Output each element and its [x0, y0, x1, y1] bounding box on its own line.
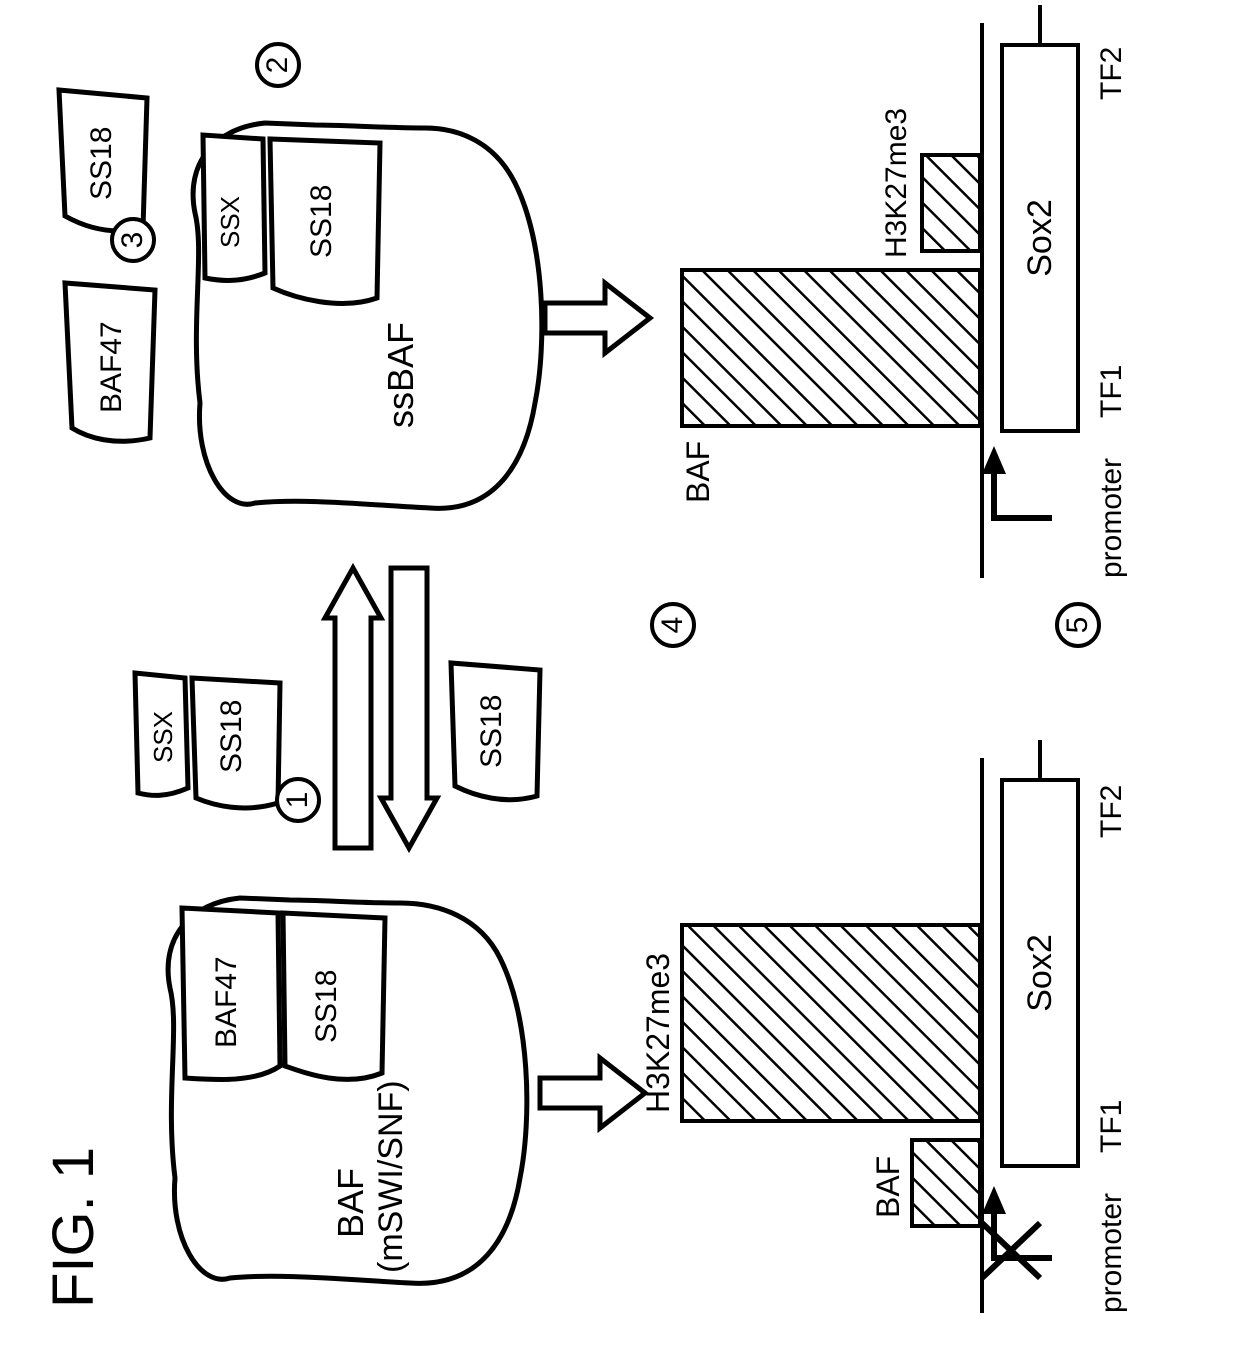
baf-left-ss18: SS18	[310, 970, 344, 1043]
right-h3k-label: H3K27me3	[880, 108, 914, 258]
figure-title: FIG. 1	[40, 1147, 107, 1308]
float-ssx: SSX	[148, 711, 179, 763]
baf-left-name1: BAF	[330, 1168, 372, 1238]
right-gene-box: Sox2	[1000, 43, 1080, 433]
float-ss18-2: SS18	[475, 695, 509, 768]
left-h3k-label: H3K27me3	[640, 953, 677, 1113]
circle-5: 5	[1055, 602, 1101, 648]
circle-2: 2	[255, 42, 301, 88]
right-promoter-label: promoter	[1095, 458, 1129, 578]
circle-1: 1	[275, 777, 321, 823]
eject-ss18: SS18	[85, 127, 119, 200]
ssbaf-name: ssBAF	[380, 322, 422, 428]
right-promoter-arrow	[982, 438, 1062, 538]
left-tf2: TF2	[1095, 785, 1129, 838]
left-promoter-label: promoter	[1095, 1193, 1129, 1313]
left-h3k-bar	[680, 923, 982, 1123]
down-arrow-right	[545, 278, 655, 358]
right-baf-label: BAF	[680, 441, 717, 503]
right-baf-bar	[680, 268, 982, 428]
left-baf-bar-label: BAF	[870, 1156, 907, 1218]
right-tf1: TF1	[1095, 365, 1129, 418]
left-baf-bar	[910, 1138, 982, 1228]
ssbaf-ss18: SS18	[305, 185, 339, 258]
right-ext	[1038, 5, 1042, 45]
right-tf2: TF2	[1095, 47, 1129, 100]
ssbaf-ssx: SSX	[215, 196, 246, 248]
float-ss18-1: SS18	[215, 700, 249, 773]
equilibrium-arrows	[325, 548, 435, 868]
right-h3k-bar	[920, 153, 982, 253]
circle-3: 3	[110, 217, 156, 263]
left-tf1: TF1	[1095, 1100, 1129, 1153]
baf-left-baf47: BAF47	[210, 956, 244, 1048]
baf-left-name2: (mSWI/SNF)	[372, 1080, 411, 1273]
baf-complex-right	[185, 103, 545, 523]
down-arrow-left	[540, 1053, 650, 1133]
eject-baf47: BAF47	[95, 321, 129, 413]
left-promoter-arrow	[982, 1178, 1062, 1278]
left-ext	[1038, 740, 1042, 780]
left-gene-box: Sox2	[1000, 778, 1080, 1168]
circle-4: 4	[650, 602, 696, 648]
